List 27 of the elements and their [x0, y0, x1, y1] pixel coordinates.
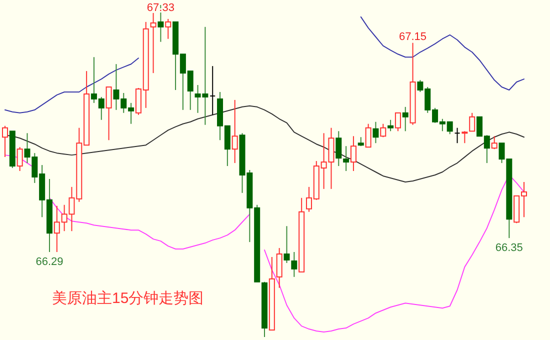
- candlestick: [380, 123, 386, 138]
- candlestick: [336, 130, 342, 167]
- candlestick: [16, 146, 23, 172]
- annotation: 66.29: [36, 256, 64, 268]
- candlestick: [365, 123, 372, 148]
- candlestick: [284, 226, 290, 264]
- candlestick: [2, 125, 8, 158]
- candlestick: [402, 106, 408, 132]
- candlestick: [232, 99, 238, 164]
- candlestick: [350, 136, 356, 172]
- candlestick: [210, 66, 216, 116]
- annotation: 67.15: [399, 30, 427, 43]
- candlestick: [276, 248, 282, 288]
- candlestick: [372, 121, 379, 144]
- text: 美原油主15分钟走势图: [52, 290, 204, 307]
- candlestick: [454, 127, 460, 144]
- candlestick: [462, 130, 468, 144]
- candlestick: [165, 18, 172, 40]
- candlestick: [491, 136, 498, 150]
- candlestick: [469, 112, 476, 132]
- candlestick: [150, 12, 156, 74]
- candlestick: [388, 119, 394, 132]
- candlestick: [106, 86, 112, 141]
- annotation: 66.35: [495, 242, 523, 254]
- candlestick: [343, 146, 350, 172]
- candlestick: [291, 252, 298, 278]
- candlestick: [394, 112, 401, 132]
